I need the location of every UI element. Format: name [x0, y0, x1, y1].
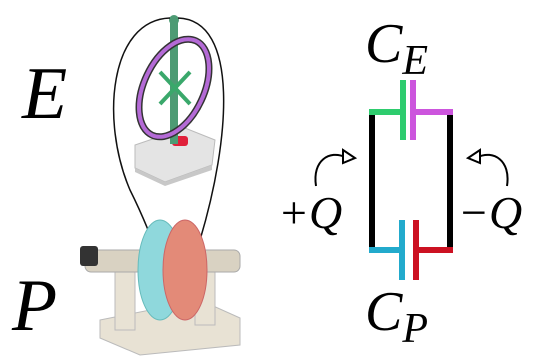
capacitor-label: CP [365, 281, 428, 352]
charge-arrow [315, 150, 507, 186]
capacitor-label: CE [365, 13, 428, 84]
charge-label: +Q [278, 187, 342, 238]
photo-label: E [21, 53, 67, 135]
label-part: C [365, 13, 403, 75]
label-part: C [365, 281, 403, 343]
charge-label: −Q [458, 187, 522, 238]
label-part: E [401, 38, 428, 84]
label-part: P [401, 306, 428, 352]
figure: E P CE CP +Q −Q [0, 0, 533, 360]
circuit [369, 80, 453, 280]
photo-label: P [11, 265, 57, 347]
influence-machine [80, 220, 240, 355]
electroscope [125, 15, 223, 186]
